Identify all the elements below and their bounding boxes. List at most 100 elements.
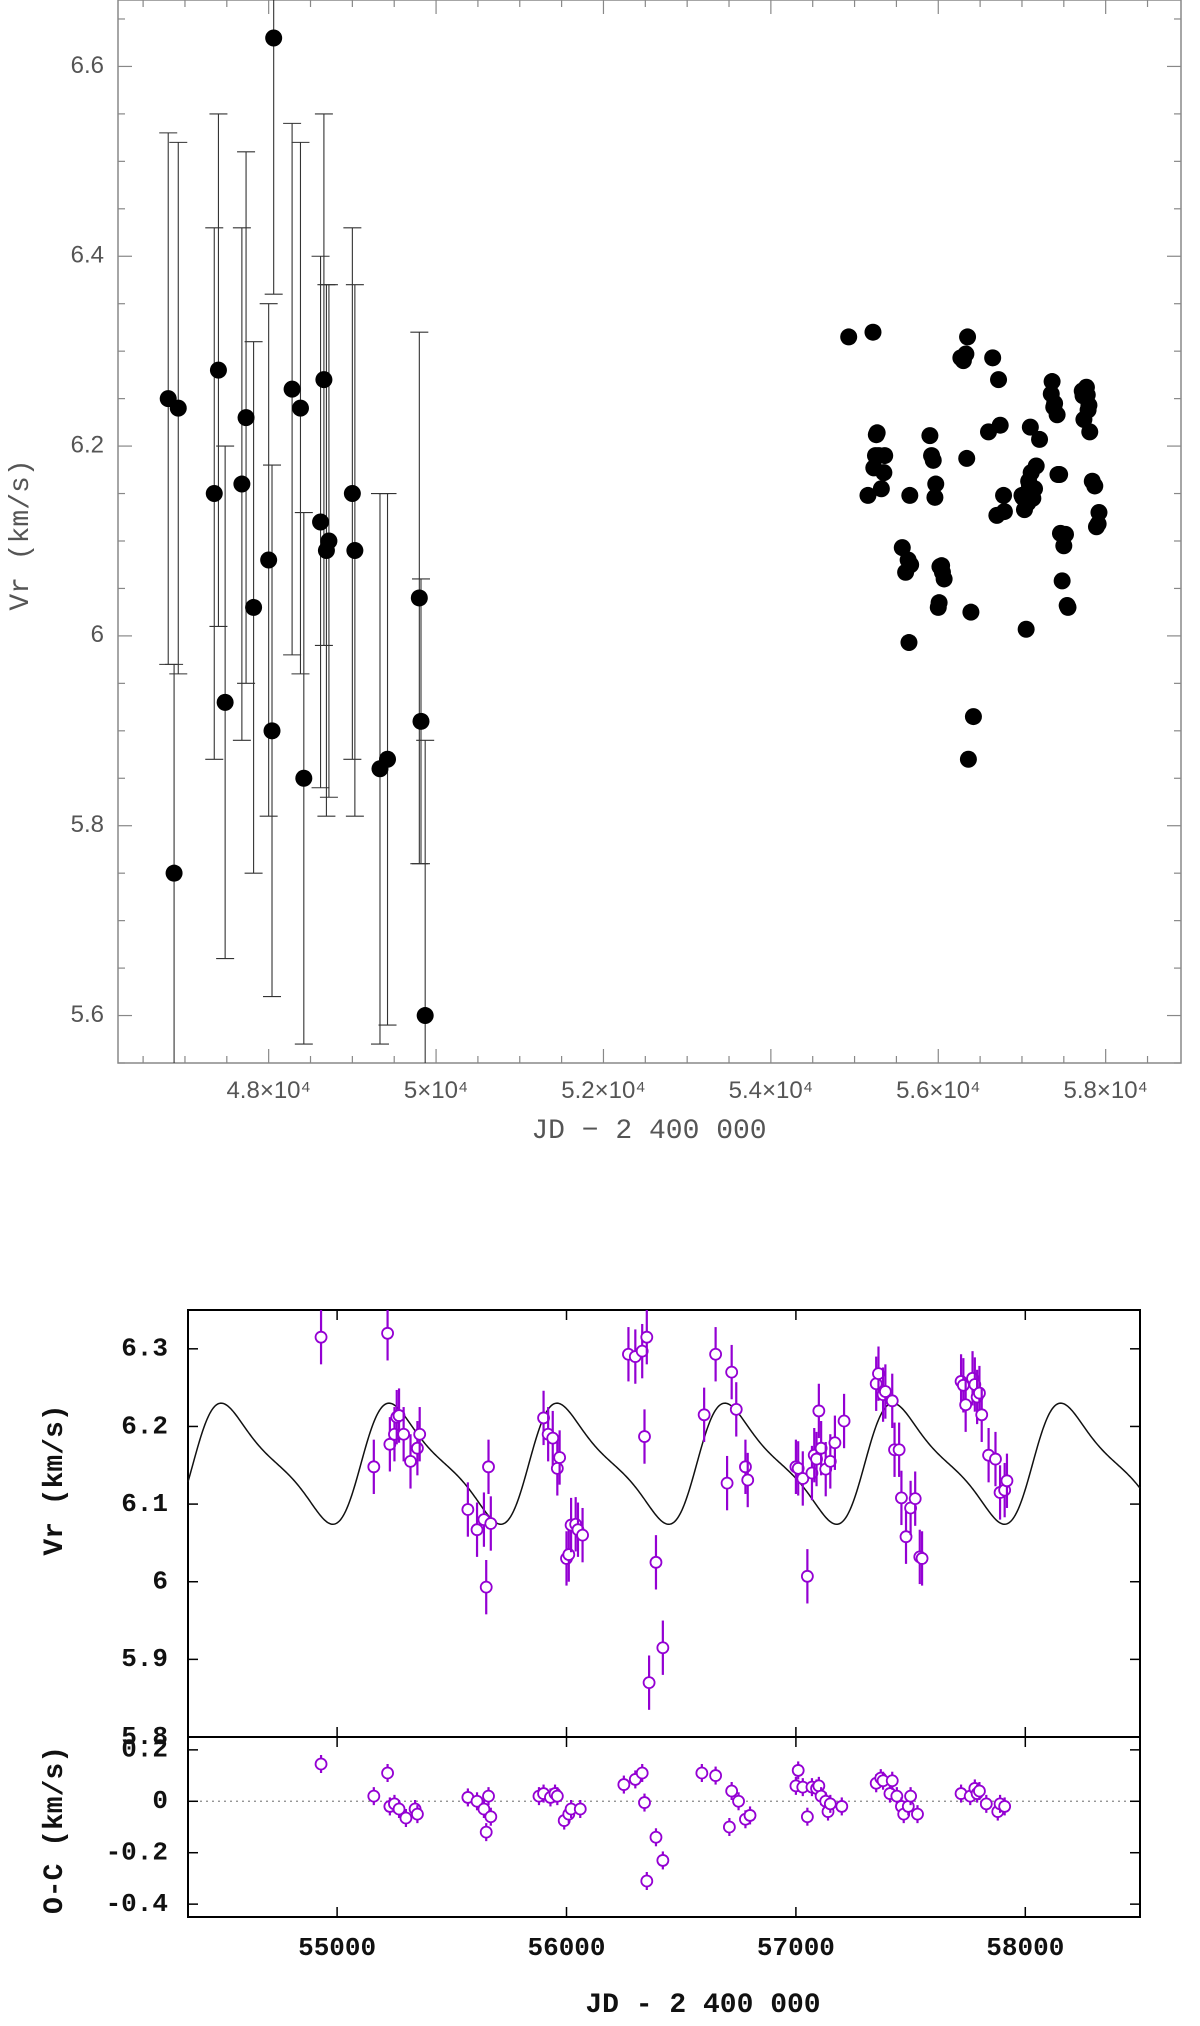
top-axis-ticks [118,0,1181,1064]
top-data-point [245,598,263,616]
oc-data-point [725,1784,739,1798]
top-data-point [927,475,945,493]
oc-data-point [638,1796,651,1809]
oc-data-point [904,1789,918,1803]
oc-data-point [617,1778,631,1791]
top-data-point [312,513,330,531]
top-data-point [984,349,1002,367]
top-y-tick-label: 5.6 [71,1001,104,1028]
oc-data-point [410,1807,424,1821]
vr-data-point [642,1676,656,1690]
vr-data-point [1000,1474,1014,1488]
top-data-point [995,503,1013,521]
oc-data-point [477,1802,491,1816]
top-y-tick-labels: 5.6 5.8 6 6.2 6.4 6.6 [71,52,104,1028]
vr-data-point [697,1408,711,1422]
oc-data-point [479,1825,493,1839]
top-data-point [346,541,364,559]
vr-data-point [895,1491,908,1505]
vr-data-point [989,1452,1002,1466]
top-data-point [295,769,313,787]
vr-data-point [796,1472,810,1485]
top-data-point [1081,423,1099,441]
oc-data-point [484,1810,498,1824]
oc-data-point [973,1784,986,1798]
top-data-point [320,532,338,550]
top-data-point [1090,504,1108,522]
vr-axis-ticks [188,1310,1140,1738]
oc-data-point [367,1789,381,1803]
top-data-point [205,485,223,503]
vr-y-tick-labels: 5.8 5.9 6 6.1 6.2 6.3 [121,1334,168,1752]
oc-data-point [656,1854,670,1867]
oc-y-tick-label: -0.2 [106,1838,168,1868]
vr-data-point [404,1454,417,1468]
vr-y-tick-label: 6 [152,1567,168,1597]
oc-x-tick-label: 58000 [986,1933,1064,1963]
vr-data-point [915,1552,929,1565]
top-data-point [343,485,361,503]
vr-data-point [314,1330,328,1344]
top-x-tick-labels: 4.8×10⁴ 5×10⁴ 5.2×10⁴ 5.4×10⁴ 5.6×10⁴ 5.… [226,1077,1147,1104]
top-data-point [926,488,944,506]
oc-x-tick-label: 57000 [757,1933,835,1963]
vr-y-tick-label: 5.9 [121,1644,168,1674]
top-data-point [1017,620,1035,638]
vr-y-tick-label: 6.3 [121,1334,168,1364]
top-data-point [876,447,894,465]
oc-data-point [812,1779,826,1793]
oc-x-tick-label: 55000 [298,1933,376,1963]
vr-data-point [725,1365,739,1379]
top-data-point [1027,457,1045,475]
vr-y-tick-label: 6.1 [121,1489,168,1519]
oc-data-point [573,1802,587,1816]
vr-data-point [553,1451,567,1464]
vr-y-tick-label: 5.8 [121,1722,168,1752]
vr-y-tick-label: 6.2 [121,1411,168,1441]
top-data-point [1048,406,1066,424]
top-data-point [416,1007,434,1025]
vr-data-point [461,1503,475,1516]
top-data-point [872,480,890,498]
top-data-point [864,323,882,341]
top-x-tick-label: 4.8×10⁴ [226,1077,310,1104]
vr-data-point [550,1461,564,1475]
vr-y-axis-label: Vr (km/s) [40,1404,71,1555]
vr-data-point [413,1427,427,1441]
vr-data-point [800,1569,814,1583]
top-plot-frame [117,0,1182,1064]
top-data-point [995,486,1013,504]
top-data-point [260,551,278,569]
top-y-tick-label: 6 [91,621,104,648]
top-x-axis-label: JD − 2 400 000 [531,1116,766,1147]
vr-data-point [908,1492,922,1506]
top-data-point [1043,373,1061,391]
oc-data-point [743,1809,757,1822]
top-data-point [291,399,309,417]
oc-data-point [835,1800,849,1813]
oc-data-point [885,1774,899,1788]
oc-data-point [890,1789,904,1803]
oc-y-axis-label: O-C (km/s) [40,1746,71,1914]
top-data-point [964,708,982,726]
oc-data-point [635,1766,649,1780]
top-error-bars [159,0,435,1063]
vr-data-point [885,1394,899,1408]
top-data-point [957,345,975,363]
top-y-tick-label: 6.6 [71,52,104,79]
oc-data-point [550,1789,564,1803]
vr-data-point [482,1460,495,1474]
oc-residual-panel: -0.4 -0.2 0 0.2 55000 56000 57000 58000 … [40,1735,1141,2021]
top-y-tick-label: 6.4 [71,242,104,269]
vr-data-point [812,1404,826,1418]
top-data-point [924,451,942,469]
vr-data-point [709,1347,723,1361]
vr-data-point [975,1408,989,1422]
vr-data-point [367,1460,381,1474]
top-x-tick-label: 5.2×10⁴ [561,1077,645,1104]
top-y-axis-label: Vr (km/s) [6,459,37,610]
vr-data-point [479,1580,493,1594]
vr-data-point [878,1385,892,1398]
top-data-point [902,556,920,574]
